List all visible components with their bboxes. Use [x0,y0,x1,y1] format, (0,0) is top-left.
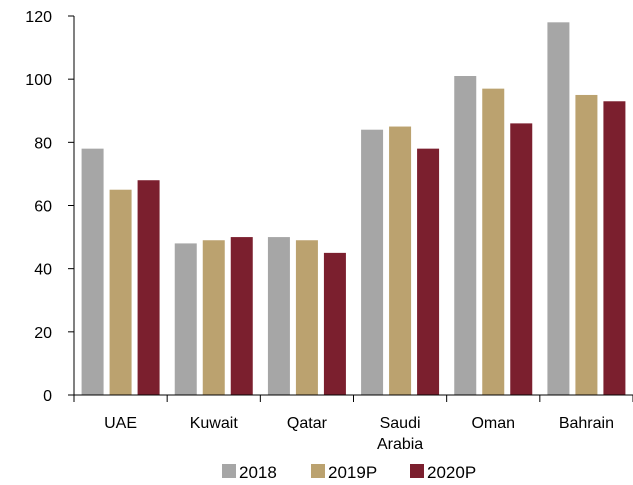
y-tick-label: 80 [34,135,52,152]
bar-2020p-bahrain [603,101,626,396]
bar-2019p-saudi-arabia [389,126,412,396]
x-tick-label: Qatar [287,415,328,432]
bar-2018-bahrain [547,22,570,396]
y-tick-label: 40 [34,262,52,279]
bar-2018-oman [454,76,477,395]
x-axis-ticks: UAE Kuwait Qatar Saudi Arabia Oman Bahrain [73,395,633,453]
x-tick-label: Saudi [380,415,421,432]
legend-swatch-2020p [410,464,424,478]
legend-swatch-2018 [222,464,236,478]
bar-2019p-uae [109,189,132,395]
bar-2019p-oman [482,88,505,396]
bar-2019p-kuwait [202,240,225,395]
bar-2018-uae [81,148,104,395]
y-tick-label: 100 [25,72,52,89]
legend-label-2020p: 2020P [427,463,476,482]
bar-2020p-oman [510,123,533,395]
y-tick-label: 20 [34,325,52,342]
x-tick-label: UAE [104,415,137,432]
bar-2018-qatar [267,237,290,395]
legend-label-2018: 2018 [239,463,277,482]
y-axis-ticks: 0 20 40 60 80 100 120 [25,9,74,405]
legend-label-2019p: 2019P [328,463,377,482]
y-tick-label: 120 [25,9,52,26]
bar-2020p-saudi-arabia [417,148,440,395]
bar-2020p-uae [137,180,160,395]
bar-2019p-qatar [295,240,318,395]
x-tick-label: Arabia [377,436,423,453]
bars-group [81,22,626,396]
x-tick-label: Kuwait [190,415,239,432]
bar-2018-saudi-arabia [361,129,384,395]
bar-2018-kuwait [174,243,197,395]
bar-2020p-kuwait [230,237,253,395]
y-tick-label: 60 [34,199,52,216]
bar-2019p-bahrain [575,94,598,395]
y-tick-label: 0 [43,388,52,405]
bar-2020p-qatar [323,252,346,395]
legend-swatch-2019p [311,464,325,478]
x-tick-label: Bahrain [559,415,614,432]
legend: 2018 2019P 2020P [222,463,476,482]
x-tick-label: Oman [471,415,515,432]
